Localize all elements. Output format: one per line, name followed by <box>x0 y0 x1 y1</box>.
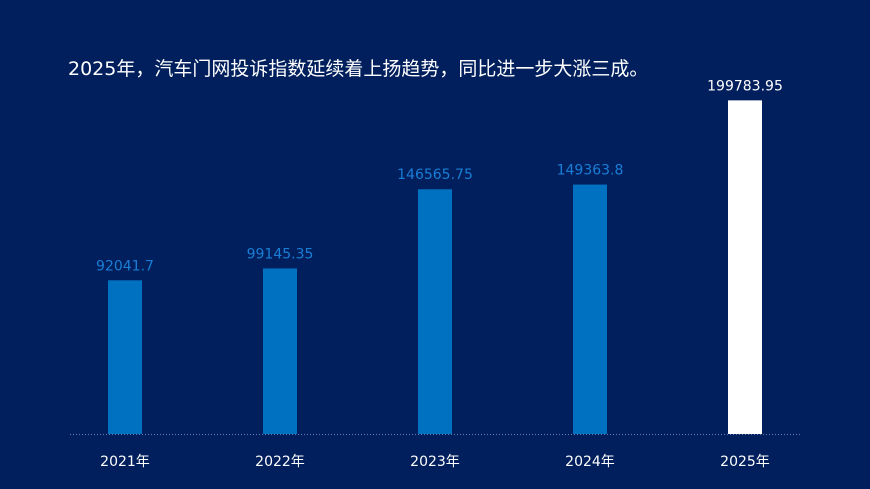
bar-1 <box>108 280 142 434</box>
category-labels-group: 2021年 2022年 2023年 2024年 2025年 <box>100 454 770 470</box>
x-tick-label-1: 2021年 <box>100 454 150 470</box>
x-tick-label-5: 2025年 <box>720 454 770 470</box>
bar-2 <box>263 268 297 434</box>
bars-group <box>108 100 762 434</box>
x-tick-label-2: 2022年 <box>255 454 305 470</box>
bar-value-label-1: 92041.7 <box>96 258 154 274</box>
bar-value-label-3: 146565.75 <box>397 167 473 183</box>
bar-value-label-4: 149363.8 <box>557 163 624 179</box>
bar-3 <box>418 189 452 434</box>
value-labels-group: 92041.7 99145.35 146565.75 149363.8 199783.9… <box>96 78 783 274</box>
bar-5 <box>728 100 762 434</box>
bar-value-label-2: 99145.35 <box>247 246 314 262</box>
x-tick-label-4: 2024年 <box>565 454 615 470</box>
bar-4 <box>573 184 607 434</box>
chart-title: 2025年，汽车门网投诉指数延续着上扬趋势，同比进一步大涨三成。 <box>68 58 649 80</box>
bar-value-label-5: 199783.95 <box>707 78 783 94</box>
x-tick-label-3: 2023年 <box>410 454 460 470</box>
